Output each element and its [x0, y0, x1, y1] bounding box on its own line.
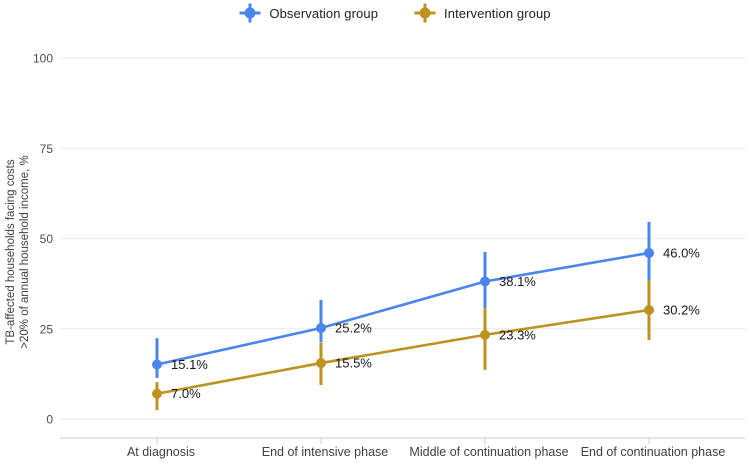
legend: Observation group Intervention group [0, 3, 750, 23]
point-label-intervention: 30.2% [663, 302, 700, 317]
data-point-intervention [152, 388, 162, 399]
series-line-observation [156, 251, 650, 366]
data-point-intervention [644, 304, 654, 315]
legend-label-intervention: Intervention group [444, 5, 551, 21]
data-point-observation [480, 276, 490, 287]
y-tick-label: 25 [40, 322, 54, 336]
data-point-observation [152, 359, 162, 370]
y-axis-title-line1: TB-affected households facing costs [5, 159, 17, 344]
data-point-observation [316, 323, 326, 334]
data-point-intervention [316, 358, 326, 369]
y-tick-label: 75 [40, 142, 54, 156]
y-tick-label: 50 [40, 232, 54, 246]
point-label-observation: 25.2% [335, 321, 372, 336]
x-axis-label: Middle of continuation phase [409, 445, 568, 459]
x-axis-label: End of intensive phase [262, 445, 389, 459]
point-with-error-bars-icon [239, 3, 261, 23]
point-label-intervention: 15.5% [335, 356, 372, 371]
point-label-intervention: 7.0% [171, 386, 201, 401]
y-tick-label: 100 [33, 52, 53, 66]
legend-item-intervention: Intervention group [414, 3, 551, 23]
point-label-intervention: 23.3% [499, 327, 536, 342]
legend-item-observation: Observation group [239, 3, 378, 23]
series-line-intervention [156, 308, 650, 396]
point-with-error-bars-icon [414, 3, 436, 23]
point-label-observation: 38.1% [499, 274, 536, 289]
y-axis-title-line2: >20% of annual household income, % [19, 155, 31, 348]
x-axis-label: End of continuation phase [581, 445, 726, 459]
data-point-observation [644, 247, 654, 258]
x-axis-label: At diagnosis [127, 445, 195, 459]
legend-label-observation: Observation group [269, 5, 379, 21]
data-point-intervention [480, 329, 490, 340]
point-label-observation: 46.0% [663, 245, 700, 260]
point-label-observation: 15.1% [171, 357, 208, 372]
y-tick-label: 0 [46, 413, 53, 427]
